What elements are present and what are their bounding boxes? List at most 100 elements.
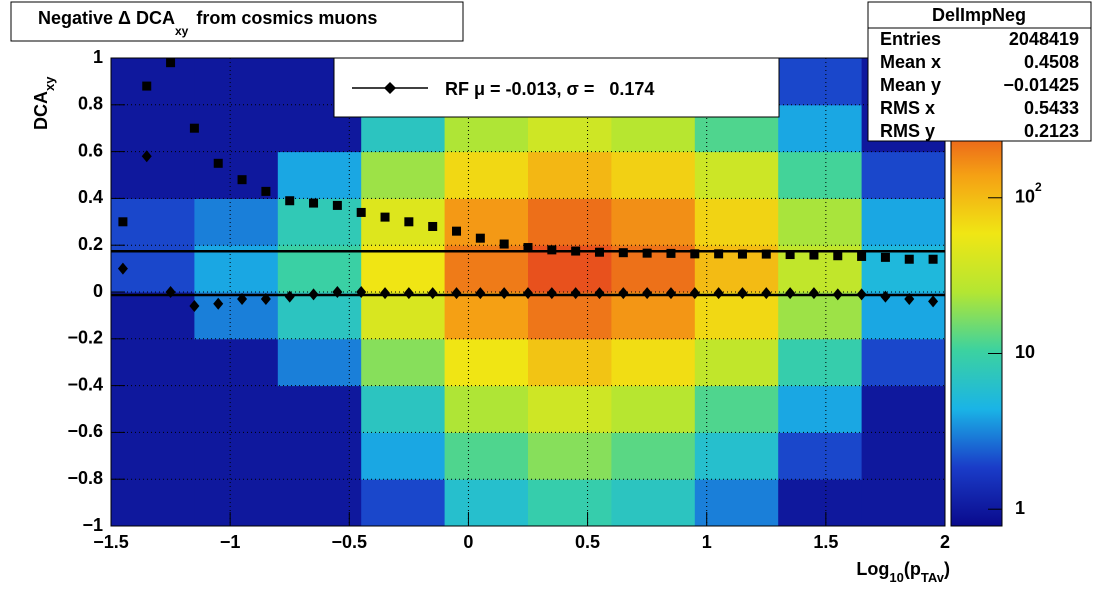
sigma-marker: [690, 249, 700, 259]
y-tick-label: 0.2: [78, 234, 103, 254]
x-tick-label: 2: [940, 532, 950, 552]
mean-marker: [427, 287, 438, 300]
sigma-marker: [166, 58, 176, 68]
sigma-marker: [571, 246, 581, 256]
stats-box: DelImpNeg Entries 2048419 Mean x 0.4508 Mean…: [867, 1, 1092, 142]
sigma-marker: [380, 212, 390, 222]
mean-marker: [808, 287, 819, 300]
mean-marker: [475, 287, 486, 300]
mean-marker: [761, 287, 772, 300]
y-tick-label: 0: [93, 281, 103, 301]
stats-label: RMS y: [880, 121, 935, 141]
x-tick-label: −1.5: [93, 532, 129, 552]
sigma-marker: [928, 254, 938, 264]
legend-text: RF μ = -0.013, σ = 0.174: [445, 79, 654, 99]
sigma-marker: [857, 251, 867, 261]
heat-cell: [277, 338, 362, 387]
heat-cell: [444, 292, 529, 340]
stats-label: Entries: [880, 29, 941, 49]
heat-cell: [361, 479, 446, 527]
heat-cell: [861, 338, 946, 387]
mean-marker: [332, 286, 343, 298]
mean-marker: [880, 290, 891, 303]
mean-marker: [165, 286, 176, 298]
y-tick-label: 0.4: [78, 187, 103, 207]
mean-marker: [260, 293, 271, 306]
heat-cell: [528, 338, 612, 387]
heat-cell: [778, 104, 863, 153]
mean-marker: [928, 295, 939, 308]
mean-marker: [141, 150, 152, 163]
sigma-marker: [261, 186, 271, 196]
mean-marker: [546, 287, 557, 300]
x-tick-label: −1: [220, 532, 241, 552]
heat-cell: [444, 151, 529, 199]
x-axis-label: Log10(pTAv): [856, 559, 950, 585]
mean-marker: [904, 293, 915, 306]
heat-cell: [194, 385, 279, 433]
z-tick-label: 102: [1015, 180, 1042, 207]
heat-cell: [694, 385, 779, 433]
mean-marker: [308, 288, 319, 301]
heat-cell: [778, 385, 863, 433]
sigma-marker: [594, 247, 604, 257]
heat-cell: [361, 385, 446, 433]
heat-cell: [111, 432, 195, 480]
sigma-marker: [499, 239, 509, 249]
heat-cell: [528, 385, 612, 433]
heat-cell: [361, 338, 446, 387]
x-tick-label: 0.5: [575, 532, 600, 552]
heat-cell: [694, 479, 779, 527]
heat-cell: [444, 198, 529, 246]
stats-frame: [867, 1, 1092, 142]
sigma-marker: [452, 226, 462, 236]
heat-cell: [694, 151, 779, 199]
heat-cell: [611, 385, 696, 433]
heat-cell: [277, 198, 362, 246]
mean-marker: [594, 287, 605, 300]
stats-value: 0.5433: [1024, 98, 1079, 118]
sigma-marker: [809, 250, 819, 260]
heat-cell: [111, 385, 195, 433]
heat-cell: [778, 151, 863, 199]
mean-marker: [284, 290, 295, 303]
stats-value: −0.01425: [1003, 75, 1079, 95]
sigma-marker: [285, 196, 295, 206]
heat-cell: [694, 292, 779, 340]
heat-cell: [277, 151, 362, 199]
stats-value: 2048419: [1009, 29, 1079, 49]
sigma-marker: [904, 254, 914, 264]
heat-cell: [528, 479, 612, 527]
mean-marker: [403, 287, 414, 300]
mean-marker: [665, 287, 676, 300]
sigma-marker: [237, 175, 247, 185]
mean-marker: [713, 287, 724, 300]
heat-cell: [611, 151, 696, 199]
heat-cell: [861, 245, 946, 293]
heat-cell: [194, 338, 279, 387]
mean-marker: [499, 287, 510, 300]
mean-marker: [689, 287, 700, 300]
y-tick-label: 0.6: [78, 140, 103, 160]
mean-marker: [117, 262, 128, 275]
mean-marker: [642, 287, 653, 300]
sigma-marker: [737, 249, 747, 259]
mean-marker: [189, 300, 200, 313]
plot-area: [110, 57, 946, 527]
heat-cell: [778, 338, 863, 387]
sigma-marker: [118, 217, 128, 227]
sigma-marker: [523, 243, 533, 253]
y-tick-label: −0.4: [67, 374, 103, 394]
heat-cell: [778, 292, 863, 340]
heat-cell: [528, 432, 612, 480]
heat-cell: [861, 432, 946, 480]
mean-marker: [356, 286, 367, 298]
sigma-marker: [666, 248, 676, 258]
y-tick-label: −0.8: [67, 468, 103, 488]
sigma-marker: [547, 245, 557, 255]
x-tick-label: −0.5: [332, 532, 368, 552]
heat-cell: [361, 245, 446, 293]
heat-cell: [611, 338, 696, 387]
z-tick-label: 1: [1015, 498, 1025, 518]
